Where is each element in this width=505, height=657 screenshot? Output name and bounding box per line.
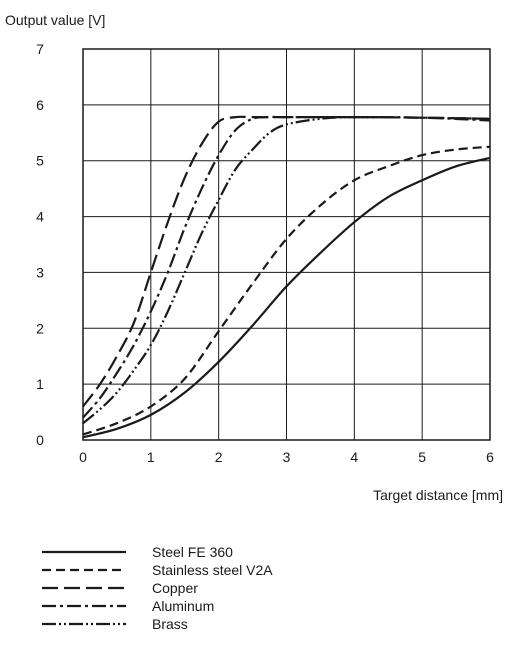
legend-label: Aluminum [152, 598, 214, 614]
y-tick-label: 0 [36, 432, 44, 448]
x-tick-label: 3 [283, 449, 291, 465]
plot-frame [82, 48, 491, 441]
legend-label: Brass [152, 616, 188, 632]
y-tick-label: 4 [36, 209, 44, 225]
legend-label: Stainless steel V2A [152, 562, 273, 578]
y-tick-label: 2 [36, 320, 44, 336]
legend-label: Steel FE 360 [152, 544, 233, 560]
y-tick-label: 7 [36, 41, 44, 57]
tick-labels: 0 1 2 3 4 5 6 0 1 2 3 4 5 6 7 [36, 41, 494, 465]
y-axis-label: Output value [V] [5, 12, 105, 28]
x-axis-label: Target distance [mm] [373, 487, 503, 503]
y-tick-label: 1 [36, 376, 44, 392]
y-tick-label: 5 [36, 153, 44, 169]
series-line-4 [82, 115, 491, 425]
y-tick-label: 6 [36, 97, 44, 113]
grid [82, 48, 491, 441]
legend-label: Copper [152, 580, 198, 596]
series-lines [82, 115, 491, 439]
series-line-0 [82, 156, 491, 439]
y-tick-label: 3 [36, 264, 44, 280]
x-tick-label: 6 [486, 449, 494, 465]
x-tick-label: 1 [147, 449, 155, 465]
legend: Steel FE 360 Stainless steel V2A Copper Alu… [42, 544, 273, 632]
x-tick-label: 2 [215, 449, 223, 465]
x-tick-label: 5 [418, 449, 426, 465]
x-tick-label: 0 [79, 449, 87, 465]
series-line-1 [82, 145, 491, 436]
x-tick-label: 4 [350, 449, 358, 465]
